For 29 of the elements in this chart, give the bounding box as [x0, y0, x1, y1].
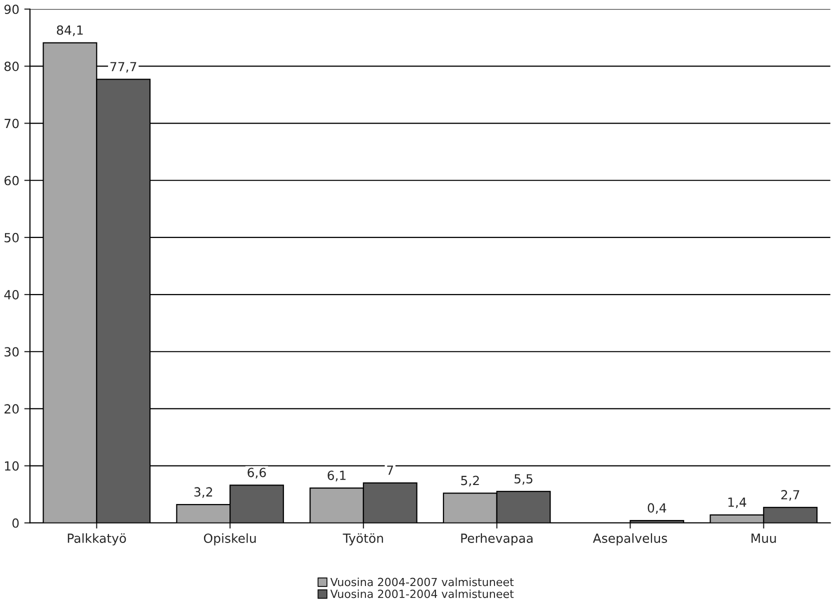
y-tick-label: 80 — [4, 62, 19, 72]
x-tick-label: Perhevapaa — [461, 533, 533, 546]
y-tick-label: 50 — [4, 232, 19, 242]
legend-label: Vuosina 2001-2004 valmistuneet — [330, 589, 514, 598]
y-tick-label: 20 — [4, 404, 19, 414]
data-label: 6,6 — [248, 468, 266, 478]
x-tick-label: Opiskelu — [204, 533, 256, 546]
data-label: 3,2 — [194, 487, 212, 498]
data-label: 5,2 — [461, 476, 479, 486]
y-tick-label: 40 — [4, 290, 19, 300]
data-label: 1,4 — [728, 498, 746, 508]
y-tick-label: 60 — [4, 176, 19, 186]
x-tick-label: Palkkatyö — [68, 533, 126, 546]
x-tick-label: Asepalvelus — [592, 533, 668, 546]
data-label: 0,4 — [648, 503, 666, 514]
x-tick-label: Muu — [752, 534, 776, 543]
data-label: 5,5 — [514, 474, 532, 485]
y-tick-label: 90 — [4, 4, 19, 14]
y-tick-label: 70 — [4, 118, 19, 128]
y-tick-label: 10 — [5, 461, 19, 471]
data-label: 7 — [387, 466, 394, 475]
y-tick-label: 30 — [4, 347, 19, 357]
data-label: 84,1 — [56, 25, 83, 36]
legend-label: Vuosina 2004-2007 valmistuneet — [330, 578, 514, 586]
x-tick-label: Työtön — [342, 533, 383, 546]
y-tick-label: 0 — [12, 518, 19, 528]
data-label: 6,1 — [328, 470, 346, 482]
data-label: 2,7 — [781, 490, 800, 501]
data-label: 77,7 — [110, 62, 136, 73]
